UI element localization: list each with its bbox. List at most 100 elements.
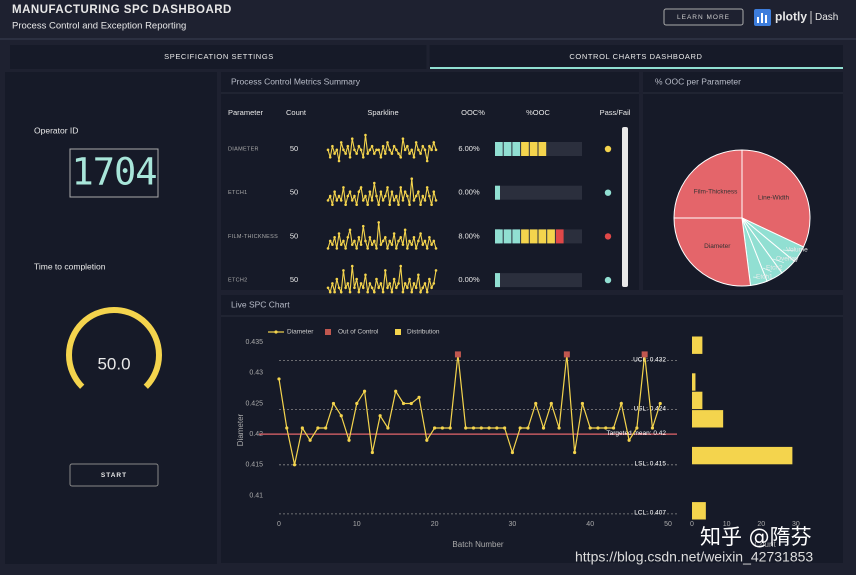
ooc-marker xyxy=(454,351,461,358)
ooc-bar-segment xyxy=(529,142,538,156)
learn-more-button[interactable] xyxy=(663,8,744,26)
hist-bar xyxy=(692,336,703,354)
sparkline-point xyxy=(355,152,358,155)
spc-point xyxy=(495,426,499,430)
sparkline-point xyxy=(403,148,407,152)
sparkline-point xyxy=(412,282,416,285)
sparkline-point xyxy=(372,290,376,294)
sparkline-point xyxy=(346,194,350,198)
sparkline-point xyxy=(388,203,392,206)
sparkline-point xyxy=(423,239,427,243)
sparkline-point xyxy=(403,228,407,232)
sparkline-point xyxy=(406,286,409,290)
spc-point xyxy=(479,426,483,430)
sparkline-point xyxy=(375,194,378,198)
ooc-bar-segment xyxy=(529,229,538,244)
sparkline-point xyxy=(381,239,385,243)
sparkline-point xyxy=(408,239,411,243)
sparkline-point xyxy=(335,247,339,250)
sparkline-point xyxy=(401,137,405,141)
hist-tick-label: 30 xyxy=(792,521,800,528)
spc-point xyxy=(573,450,577,455)
sparkline-point xyxy=(353,148,356,152)
sparkline-point xyxy=(326,199,330,202)
sparkline-point xyxy=(326,148,330,152)
plotly-logo xyxy=(754,9,771,26)
spc-point xyxy=(448,426,452,430)
sparkline-point xyxy=(432,282,436,285)
spc-point xyxy=(635,426,639,430)
hist-bar xyxy=(692,391,703,410)
ooc-bar-segment xyxy=(495,229,503,244)
sparkline-point xyxy=(390,243,394,246)
sparkline-point xyxy=(357,290,361,294)
sparkline-point xyxy=(428,144,431,148)
header-subtitle: Process Control and Exception Reporting xyxy=(12,21,186,32)
column-header: Sparkline xyxy=(367,108,398,117)
column-header: %OOC xyxy=(526,108,550,117)
hist-axis-title: Count xyxy=(754,540,776,549)
spc-point xyxy=(604,426,608,430)
scrollbar[interactable] xyxy=(622,127,628,287)
sparkline-point xyxy=(379,155,383,159)
sparkline-point xyxy=(379,243,383,246)
spc-point xyxy=(549,401,553,406)
sparkline-point xyxy=(401,199,405,202)
learn-more-label[interactable]: LEARN MORE xyxy=(677,14,730,21)
spc-point xyxy=(355,401,359,406)
sparkline-point xyxy=(417,190,420,193)
spc-point xyxy=(409,401,413,406)
sparkline-point xyxy=(366,247,369,250)
sparkline-point xyxy=(328,239,332,243)
column-header: Parameter xyxy=(228,108,264,117)
sparkline-point xyxy=(428,194,431,198)
sparkline-point xyxy=(386,141,389,144)
sparkline-point xyxy=(392,277,396,281)
gauge-arc xyxy=(66,306,162,389)
start-label[interactable]: START xyxy=(101,472,127,479)
sparkline-point xyxy=(377,148,380,152)
sparkline-point xyxy=(326,247,330,250)
sparkline-point xyxy=(423,282,427,285)
tab[interactable]: SPECIFICATION SETTINGS xyxy=(164,52,274,61)
spc-point xyxy=(401,401,406,406)
spc-point xyxy=(627,438,631,442)
spc-point xyxy=(285,426,289,430)
legend-label: Diameter xyxy=(287,329,314,336)
timer-value: 50.0 xyxy=(97,354,130,373)
sparkline-point xyxy=(423,148,427,152)
x-tick-label: 10 xyxy=(353,521,361,528)
ooc-track xyxy=(495,273,582,288)
sparkline-point xyxy=(410,148,414,152)
watermark-brand: 知乎 @隋芬 xyxy=(700,525,812,549)
ooc-bar-segment xyxy=(521,229,529,244)
y-tick-label: 0.425 xyxy=(245,400,263,407)
sparkline-point xyxy=(361,224,365,228)
ooc-track xyxy=(495,185,582,200)
sparkline-point xyxy=(403,190,407,193)
sparkline-point xyxy=(348,228,352,232)
hist-tick-label: 20 xyxy=(757,521,765,528)
sparkline-point xyxy=(328,155,332,159)
spc-point xyxy=(324,426,328,430)
sparkline-point xyxy=(414,141,418,144)
sparkline-point xyxy=(339,141,343,144)
sparkline-point xyxy=(348,190,352,193)
side-panel xyxy=(5,72,217,564)
spc-point xyxy=(596,426,600,430)
start-button[interactable] xyxy=(69,463,159,487)
count: 50 xyxy=(290,144,298,153)
sparkline-point xyxy=(390,190,394,193)
sparkline-point xyxy=(344,152,347,155)
x-tick-label: 0 xyxy=(277,521,281,528)
sparkline-point xyxy=(372,152,376,155)
sparkline-point xyxy=(392,199,396,202)
sparkline-point xyxy=(425,247,429,250)
sparkline-point xyxy=(399,235,403,239)
sparkline-point xyxy=(399,186,403,189)
count: 50 xyxy=(290,275,298,284)
sparkline-point xyxy=(357,144,361,148)
tab-active[interactable]: CONTROL CHARTS DASHBOARD xyxy=(569,52,702,61)
header-title: MANUFACTURING SPC DASHBOARD xyxy=(12,4,232,16)
sparkline-point xyxy=(388,282,392,285)
